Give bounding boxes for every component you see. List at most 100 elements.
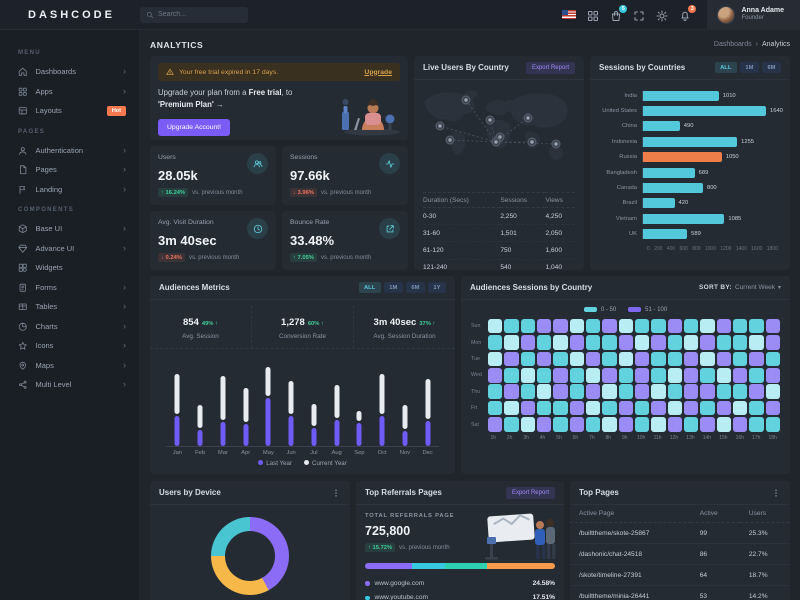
chevron-right-icon: › <box>123 301 126 312</box>
sidebar-item-authentication[interactable]: Authentication › <box>0 141 139 161</box>
heatmap-cell <box>765 318 780 334</box>
heatmap-cell <box>700 318 715 334</box>
stat-value: 97.66k <box>290 168 330 183</box>
heatmap-cell <box>585 368 601 383</box>
sidebar-item-landing[interactable]: Landing › <box>0 180 139 200</box>
filter-all-button[interactable]: ALL <box>358 282 381 293</box>
map-markers <box>435 95 561 149</box>
activity-icon <box>379 153 400 174</box>
pin-icon <box>18 361 28 371</box>
bar-value: 1050 <box>725 154 739 161</box>
bar-last-year <box>265 398 271 446</box>
search-input[interactable] <box>158 11 242 18</box>
bar-last-year <box>334 419 340 446</box>
trend-badge: ↑ 15.72% <box>365 543 396 552</box>
app-logo[interactable]: DASHCODE <box>28 8 115 21</box>
bell-icon[interactable]: 3 <box>679 4 697 21</box>
stats-grid: Users 28.05k ↑ 16.24% vs. previous month … <box>150 146 408 270</box>
bar-last-year <box>356 423 362 446</box>
filter-1m-button[interactable]: 1M <box>739 62 759 73</box>
filter-1m-button[interactable]: 1M <box>383 282 403 293</box>
filter-all-button[interactable]: ALL <box>714 62 737 73</box>
sidebar-item-dashboards[interactable]: Dashboards › <box>0 62 139 82</box>
bar-current-year <box>243 388 249 423</box>
bar-current-year <box>197 404 203 429</box>
heatmap-cell <box>683 318 699 334</box>
breadcrumb: Dashboards › Analytics <box>714 41 790 48</box>
heatmap-cell <box>602 318 617 334</box>
upgrade-link[interactable]: Upgrade <box>364 68 392 76</box>
heatmap-cell <box>553 318 568 334</box>
expand-icon[interactable] <box>633 9 645 21</box>
us-flag-icon[interactable] <box>562 10 577 19</box>
sidebar-item-base-ui[interactable]: Base UI › <box>0 219 139 239</box>
heatmap-cell <box>716 417 731 432</box>
user-menu[interactable]: Anna Adame Founder <box>707 0 800 30</box>
chevron-right-icon: › <box>123 144 126 155</box>
heatmap-cell <box>618 384 633 400</box>
sidebar-item-forms[interactable]: Forms › <box>0 278 139 298</box>
heatmap-cell <box>667 351 682 367</box>
metric-summary: 854 49% ↑ Avg. Session <box>150 306 252 348</box>
bar-value: 1010 <box>722 92 736 99</box>
heatmap-cell <box>634 400 650 416</box>
heatmap-cell <box>618 400 633 416</box>
sidebar-item-pages[interactable]: Pages › <box>0 160 139 180</box>
sidebar-item-advance-ui[interactable]: Advance UI › <box>0 239 139 259</box>
table-row: 61-120 750 1,600 <box>423 241 575 260</box>
heatmap-cell <box>585 318 601 334</box>
sidebar-item-maps[interactable]: Maps › <box>0 356 139 376</box>
audiences-sessions-card: Audiences Sessions by Country SORT BY: C… <box>461 276 790 474</box>
chevron-right-icon: › <box>123 183 126 194</box>
breadcrumb-item[interactable]: Dashboards <box>713 41 752 48</box>
heatmap-cell <box>602 335 617 350</box>
kebab-menu-icon[interactable] <box>771 488 781 498</box>
bar <box>643 213 725 224</box>
sidebar-item-widgets[interactable]: Widgets <box>0 258 139 278</box>
trial-alert-text: Your free trial expired in 17 days. <box>179 68 279 76</box>
legend-item: Current Year <box>304 460 347 467</box>
heatmap-cell <box>520 351 535 367</box>
search-box[interactable] <box>140 6 248 23</box>
heatmap-cell <box>553 335 568 350</box>
heatmap-cell <box>602 384 617 400</box>
box-icon <box>18 224 28 234</box>
heatmap-cell <box>700 368 715 383</box>
export-report-button[interactable]: Export Report <box>505 486 555 499</box>
heatmap-cell <box>716 400 731 416</box>
live-users-title: Live Users By Country <box>423 63 509 72</box>
heatmap-cell <box>765 384 780 400</box>
x-axis-labels: Jan Feb Mar Apr May Jun Jul Aug Sep Oct Nov Dec <box>172 450 433 456</box>
upgrade-account-button[interactable]: Upgrade Account! <box>158 119 231 137</box>
sidebar-item-tables[interactable]: Tables › <box>0 297 139 317</box>
filter-1y-button[interactable]: 1Y <box>427 282 446 293</box>
kebab-menu-icon[interactable] <box>331 488 341 498</box>
top-referrals-card: Top Referrals Pages Export Report TOTAL … <box>356 481 564 600</box>
bar-row: Brazil 420 <box>596 196 778 211</box>
bag-icon[interactable]: 5 <box>610 4 628 21</box>
grid-icon[interactable] <box>587 9 599 21</box>
heatmap-cell <box>683 368 699 383</box>
bar-current-year <box>220 376 226 420</box>
sidebar-item-multi-level[interactable]: Multi Level › <box>0 375 139 395</box>
sidebar-item-apps[interactable]: Apps › <box>0 82 139 102</box>
heatmap-cell <box>553 384 568 400</box>
heatmap-cell <box>667 318 682 334</box>
filter-6m-button[interactable]: 6M <box>761 62 781 73</box>
sidebar: MENU Dashboards › Apps › Layouts Hot PAG… <box>0 30 140 600</box>
sidebar-item-charts[interactable]: Charts › <box>0 317 139 337</box>
bar-current-year <box>334 384 340 418</box>
sidebar-item-layouts[interactable]: Layouts Hot <box>0 101 139 121</box>
sidebar-item-icons[interactable]: Icons › <box>0 336 139 356</box>
sun-icon[interactable] <box>656 9 668 21</box>
main-content: ANALYTICS Dashboards › Analytics Your fr… <box>140 30 800 600</box>
sort-by-dropdown[interactable]: SORT BY: Current Week ▾ <box>699 284 781 291</box>
heatmap-row: Thu <box>471 384 780 400</box>
export-report-button[interactable]: Export Report <box>525 61 575 74</box>
filter-6m-button[interactable]: 6M <box>405 282 425 293</box>
flag-icon <box>18 185 28 195</box>
heatmap-cell <box>749 400 764 416</box>
heatmap-cell <box>749 351 764 367</box>
heatmap-cell <box>667 368 682 383</box>
